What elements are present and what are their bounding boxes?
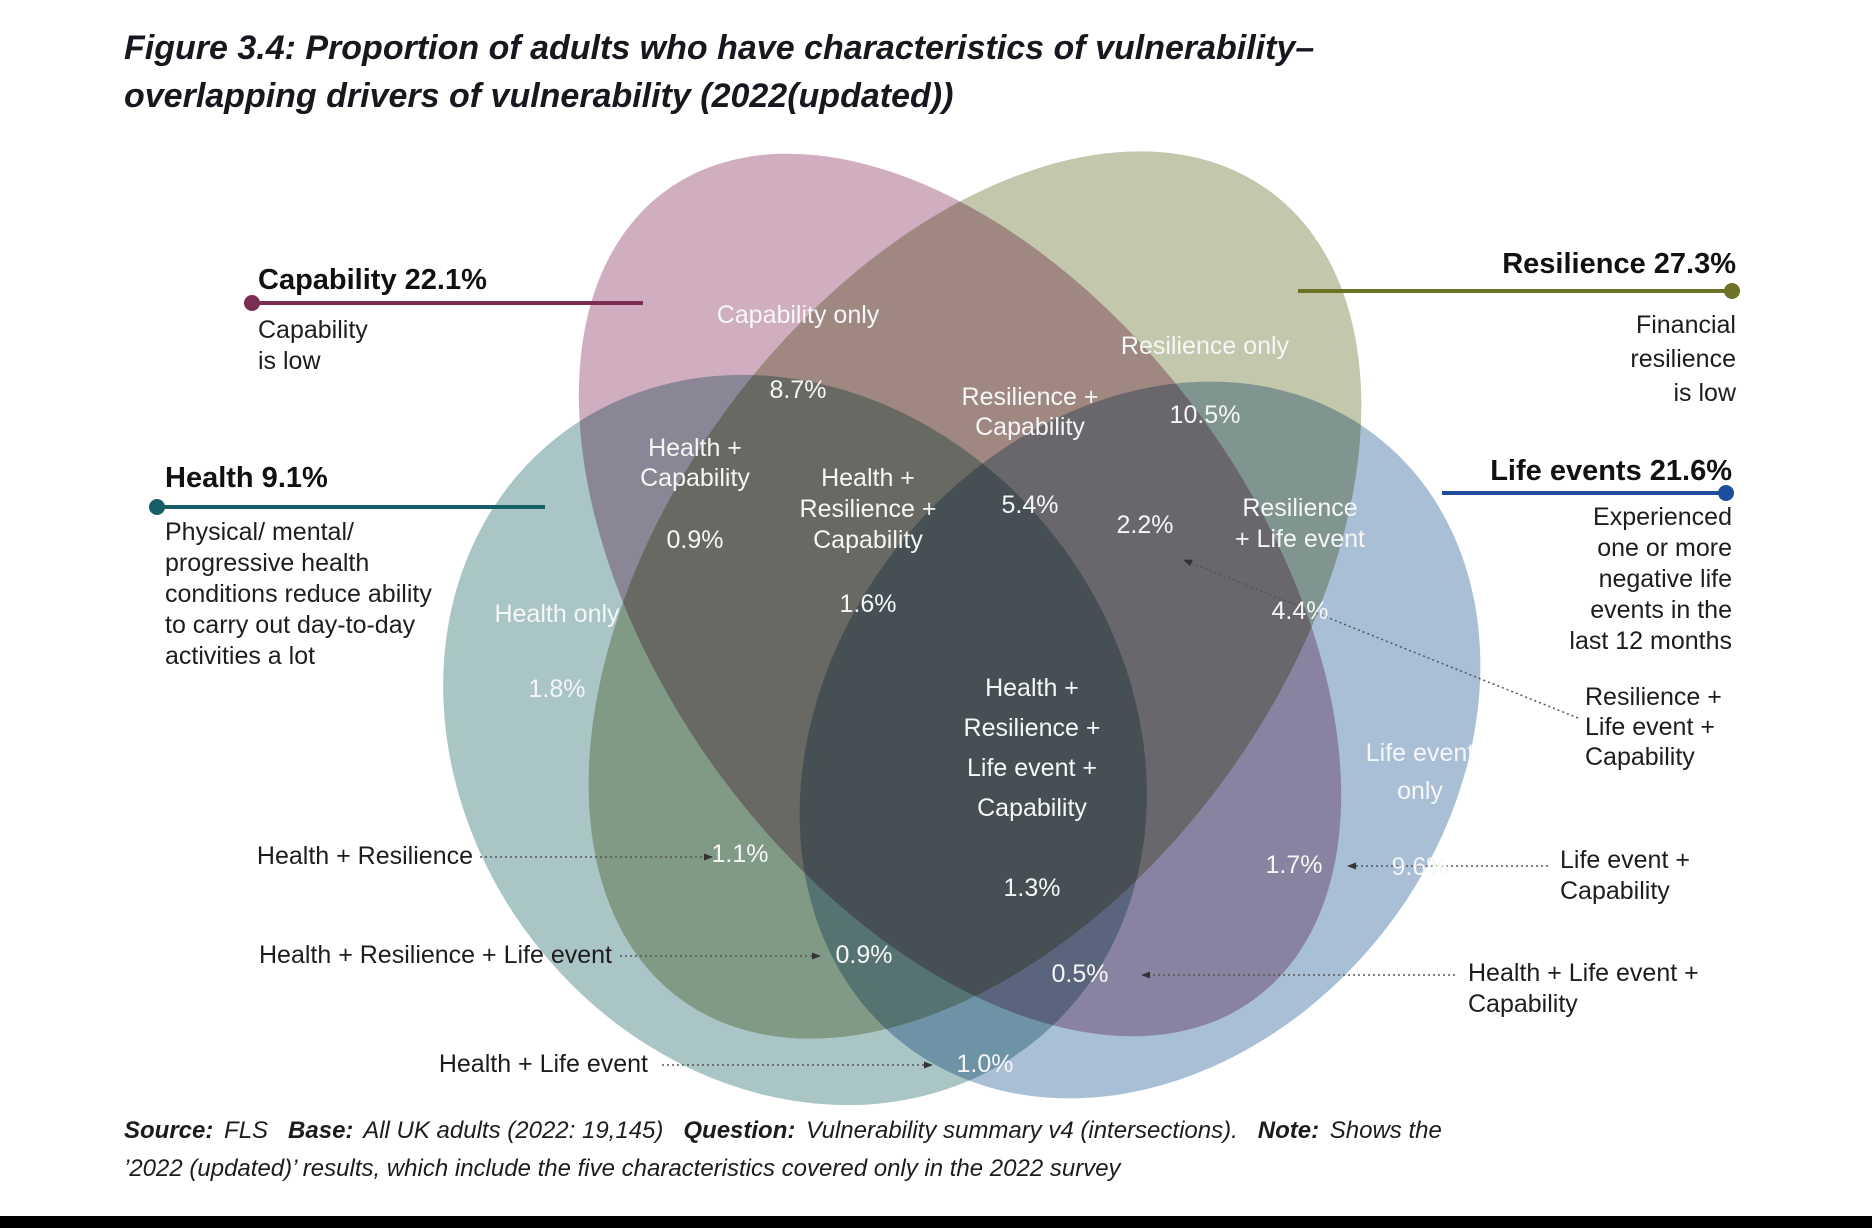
base-text: All UK adults (2022: 19,145) (357, 1117, 664, 1144)
question-label: Question: (683, 1117, 796, 1144)
health-set-title: Health 9.1% (165, 462, 328, 494)
resilience-capability-region-label: Resilience + Capability 5.4% (880, 352, 1180, 550)
life-only-value: 9.6% (1391, 853, 1449, 881)
life-events-set-title: Life events 21.6% (1490, 455, 1732, 487)
all-four-region-label: Health + Resilience + Life event + Capab… (882, 628, 1182, 948)
all-four-value: 1.3% (1003, 874, 1061, 902)
figure-title: Figure 3.4: Proportion of adults who hav… (124, 24, 1624, 120)
capability-set-desc: Capability is low (258, 316, 368, 375)
source-note-line1: Source: FLS Base: All UK adults (2022: 19… (124, 1112, 1684, 1150)
note-label: Note: (1257, 1117, 1320, 1144)
source-note-line2: ’2022 (updated)’ results, which include … (124, 1155, 1121, 1182)
health-resilience-callout-label: Health + Resilience (256, 842, 473, 870)
resilience-life-region-label: Resilience + Life event 4.4% (1150, 462, 1450, 658)
life-events-set-desc: Experienced one or more negative life ev… (1569, 503, 1732, 655)
health-resilience-capability-region-label: Health + Resilience + Capability 1.6% (718, 432, 1018, 651)
resilience-life-capability-value: 2.2% (1116, 511, 1174, 539)
health-resilience-capability-value: 1.6% (839, 590, 897, 618)
health-capability-value: 0.9% (666, 526, 724, 554)
note-text: Shows the (1323, 1117, 1442, 1144)
health-life-capability-callout-label: Health + Life event + Capability (1468, 959, 1699, 1018)
health-set-desc: Physical/ mental/ progressive health con… (165, 518, 432, 670)
resilience-only-region-label: Resilience only 10.5% (1055, 300, 1355, 462)
capability-only-value: 8.7% (769, 376, 827, 404)
life-capability-callout-label: Life event + Capability (1560, 846, 1690, 905)
figure-title-line2: overlapping drivers of vulnerability (20… (124, 77, 954, 115)
source-text: FLS (217, 1117, 269, 1144)
resilience-set-title: Resilience 27.3% (1502, 248, 1736, 280)
source-label: Source: (124, 1117, 214, 1144)
health-life-callout-label: Health + Life event (438, 1050, 648, 1078)
capability-only-region-label: Capability only 8.7% (648, 269, 948, 437)
health-resilience-life-callout-label: Health + Resilience + Life event (259, 941, 612, 969)
health-resilience-value: 1.1% (711, 840, 769, 868)
life-capability-value: 1.7% (1265, 851, 1323, 879)
resilience-capability-value: 5.4% (1001, 491, 1059, 519)
capability-set-title: Capability 22.1% (258, 264, 487, 296)
health-only-region-label: Health only 1.8% (407, 568, 707, 736)
health-capability-region-label: Health + Capability 0.9% (545, 403, 845, 585)
figure-title-line1: Figure 3.4: Proportion of adults who hav… (124, 29, 1315, 67)
resilience-life-capability-callout-label: Resilience + Life event + Capability (1585, 683, 1722, 771)
health-life-capability-value: 0.5% (1051, 960, 1109, 988)
resilience-life-value: 4.4% (1271, 597, 1329, 625)
resilience-set-desc: Financial resilience is low (1630, 311, 1736, 407)
life-only-region-label: Life event only 9.6% (1295, 696, 1545, 924)
resilience-only-value: 10.5% (1169, 401, 1241, 429)
health-only-value: 1.8% (528, 675, 586, 703)
health-life-value: 1.0% (956, 1050, 1014, 1078)
question-text: Vulnerability summary v4 (intersections)… (799, 1117, 1238, 1144)
bottom-divider-bar (0, 1216, 1872, 1228)
health-resilience-life-value: 0.9% (835, 941, 893, 969)
base-label: Base: (288, 1117, 354, 1144)
source-note: Source: FLS Base: All UK adults (2022: 19… (124, 1112, 1684, 1188)
